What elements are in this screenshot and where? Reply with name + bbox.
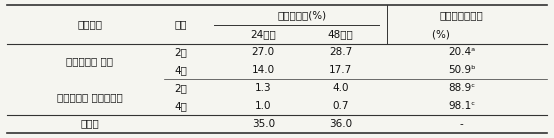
Text: 17.7: 17.7 <box>329 65 352 75</box>
Text: (%): (%) <box>432 29 492 39</box>
Text: 4배: 4배 <box>174 101 187 111</box>
Text: 24시간: 24시간 <box>250 29 276 39</box>
Text: 36.0: 36.0 <box>329 119 352 129</box>
Text: 4.0: 4.0 <box>332 83 348 93</box>
Text: 14.0: 14.0 <box>252 65 275 75</box>
Text: 농도: 농도 <box>175 19 187 30</box>
Text: 1.0: 1.0 <box>255 101 271 111</box>
Text: 플루티아닐 유제: 플루티아닐 유제 <box>66 56 113 66</box>
Text: 포자발아율(%): 포자발아율(%) <box>277 10 326 20</box>
Text: 헥사코나졸 액상수화제: 헥사코나졸 액상수화제 <box>57 92 122 102</box>
Text: 2배: 2배 <box>174 47 187 57</box>
Text: -: - <box>460 119 464 129</box>
Text: 50.9ᵇ: 50.9ᵇ <box>448 65 475 75</box>
Text: 4배: 4배 <box>174 65 187 75</box>
Text: 27.0: 27.0 <box>252 47 275 57</box>
Text: 무처리: 무처리 <box>80 119 99 129</box>
Text: 28.7: 28.7 <box>329 47 352 57</box>
Text: 20.4ᵃ: 20.4ᵃ <box>448 47 475 57</box>
Text: 88.9ᶜ: 88.9ᶜ <box>448 83 475 93</box>
Text: 0.7: 0.7 <box>332 101 348 111</box>
Text: 2배: 2배 <box>174 83 187 93</box>
Text: 48시간: 48시간 <box>327 29 353 39</box>
Text: 처리약제: 처리약제 <box>77 19 102 30</box>
Text: 98.1ᶜ: 98.1ᶜ <box>448 101 475 111</box>
Text: 1.3: 1.3 <box>255 83 271 93</box>
Text: 35.0: 35.0 <box>252 119 275 129</box>
Text: 포자발아억제율: 포자발아억제율 <box>440 10 484 20</box>
